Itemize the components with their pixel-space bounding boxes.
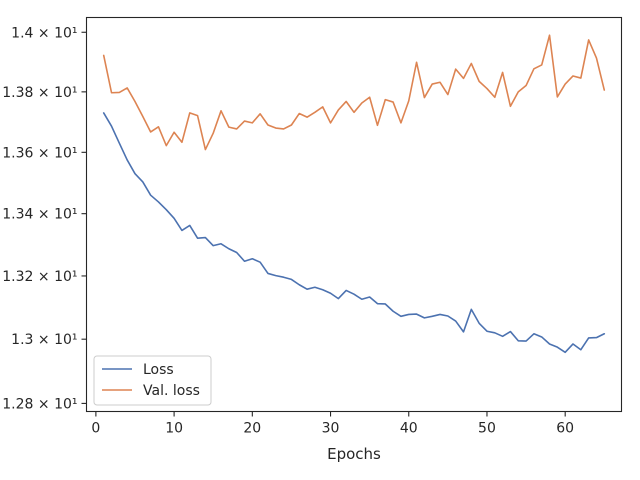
- x-tick-label: 0: [91, 421, 100, 437]
- y-tick-label: 1.32 × 10¹: [2, 269, 77, 285]
- y-tick-label: 1.36 × 10¹: [2, 145, 77, 161]
- plot-area-frame: [85, 16, 623, 413]
- y-tick-label: 1.3 × 10¹: [11, 332, 77, 348]
- legend-label-loss: Loss: [143, 362, 174, 378]
- x-tick-label: 50: [478, 421, 496, 437]
- legend: Loss Val. loss: [93, 355, 212, 406]
- series-line-loss: [102, 112, 606, 354]
- series-line-val-loss: [102, 34, 606, 151]
- x-tick-label: 60: [556, 421, 574, 437]
- x-tick-label: 20: [243, 421, 261, 437]
- y-tick-label: 1.38 × 10¹: [2, 85, 77, 101]
- x-tick-label: 30: [322, 421, 340, 437]
- y-tick-label: 1.4 × 10¹: [11, 25, 77, 41]
- series-lines: [102, 34, 606, 354]
- y-tick-label: 1.28 × 10¹: [2, 396, 77, 412]
- x-axis-label: Epochs: [327, 445, 381, 463]
- legend-label-val-loss: Val. loss: [143, 383, 200, 399]
- x-axis-ticks: 0 10 20 30 40 50 60: [91, 411, 574, 437]
- y-tick-label: 1.34 × 10¹: [2, 207, 77, 223]
- y-axis-ticks: 1.28 × 10¹ 1.3 × 10¹ 1.32 × 10¹ 1.34 × 10¹ 1…: [2, 25, 87, 412]
- x-tick-label: 10: [165, 421, 183, 437]
- x-tick-label: 40: [400, 421, 418, 437]
